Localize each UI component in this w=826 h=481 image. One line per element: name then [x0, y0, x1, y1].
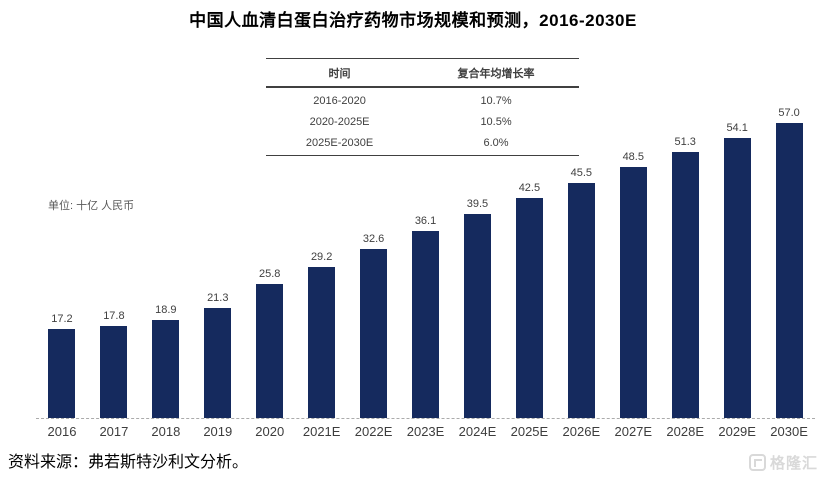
- bar-value-label: 48.5: [622, 151, 644, 163]
- bar-value-label: 17.8: [103, 310, 125, 322]
- x-axis-label: 2024E: [458, 424, 497, 439]
- x-axis-label: 2017: [99, 424, 129, 439]
- bar-column: 32.6: [348, 233, 400, 418]
- bar: [671, 152, 699, 418]
- bar-value-label: 21.3: [207, 292, 229, 304]
- bar: [412, 231, 440, 418]
- cagr-table-row: 2025E-2030E 6.0%: [266, 132, 579, 153]
- cagr-table: 时间 复合年均增长率 2016-2020 10.7% 2020-2025E 10.5%…: [266, 58, 579, 156]
- bar: [463, 214, 491, 418]
- watermark-text: 格隆汇: [769, 455, 818, 472]
- bar-value-label: 36.1: [414, 215, 437, 227]
- bar-value-label: 45.5: [570, 167, 593, 179]
- bar: [100, 326, 128, 418]
- bar-column: 48.5: [607, 151, 659, 418]
- watermark: 格隆汇: [748, 452, 818, 473]
- bar-column: 17.8: [88, 310, 140, 418]
- bar: [619, 167, 647, 418]
- bar: [48, 329, 76, 418]
- x-axis-label: 2029E: [718, 424, 756, 439]
- bar-value-label: 42.5: [518, 182, 541, 194]
- bar: [360, 249, 388, 418]
- bar-column: 51.3: [659, 136, 711, 418]
- bar-column: 21.3: [192, 292, 244, 418]
- x-axis-label: 2019: [203, 424, 233, 439]
- x-axis-label: 2018: [151, 424, 181, 439]
- x-axis-label: 2016: [47, 424, 77, 439]
- cagr-period: 2025E-2030E: [305, 136, 374, 149]
- bar: [308, 267, 336, 418]
- bar-value-label: 29.2: [310, 251, 333, 263]
- x-axis-label: 2021E: [302, 424, 341, 439]
- bar-column: 25.8: [244, 268, 296, 418]
- bar-value-label: 32.6: [362, 233, 385, 245]
- bar-column: 57.0: [763, 107, 815, 418]
- bar: [567, 183, 595, 418]
- bar-column: 39.5: [452, 198, 504, 418]
- x-axis-label: 2027E: [614, 424, 653, 439]
- cagr-table-row: 2020-2025E 10.5%: [266, 111, 579, 132]
- bar: [152, 320, 180, 418]
- x-axis-label: 2028E: [666, 424, 705, 439]
- cagr-header-rate: 复合年均增长率: [457, 67, 535, 80]
- x-axis-label: 2022E: [354, 424, 393, 439]
- bar-value-label: 25.8: [259, 268, 281, 280]
- unit-label: 单位: 十亿 人民币: [48, 200, 135, 212]
- bar-chart: 17.2 17.8 18.9 21.3 25.8 29.2 32.6 36.1 39.5 42.5…: [36, 107, 815, 419]
- bar: [723, 138, 751, 418]
- x-axis-label: 2026E: [562, 424, 601, 439]
- bar-column: 54.1: [711, 122, 763, 418]
- cagr-table-header: 时间 复合年均增长率: [266, 58, 579, 88]
- x-axis-label: 2023E: [406, 424, 445, 439]
- source-note: 资料来源：弗若斯特沙利文分析。: [8, 454, 249, 471]
- bar-value-label: 18.9: [155, 304, 177, 316]
- cagr-rate: 10.7%: [480, 94, 512, 107]
- x-axis-label: 2020: [255, 424, 285, 439]
- bar-value-label: 57.0: [778, 107, 800, 119]
- bar-column: 45.5: [555, 167, 607, 418]
- bar-value-label: 17.2: [51, 313, 73, 325]
- cagr-rate: 6.0%: [483, 136, 509, 149]
- bar: [515, 198, 543, 418]
- x-axis-labels: 2016 2017 2018 2019 2020 2021E 2022E 2023E 2024E…: [36, 424, 815, 439]
- cagr-table-body: 2016-2020 10.7% 2020-2025E 10.5% 2025E-2030E…: [266, 88, 579, 156]
- bar: [775, 123, 803, 418]
- cagr-rate: 10.5%: [480, 115, 512, 128]
- cagr-header-period: 时间: [328, 67, 351, 80]
- x-axis-label: 2025E: [510, 424, 549, 439]
- x-axis-label: 2030E: [770, 424, 808, 439]
- bar-value-label: 54.1: [726, 122, 748, 134]
- bar-column: 18.9: [140, 304, 192, 418]
- bar-column: 17.2: [36, 313, 88, 418]
- cagr-period: 2016-2020: [313, 94, 366, 107]
- bar-value-label: 51.3: [674, 136, 696, 148]
- bar-column: 42.5: [503, 182, 555, 418]
- cagr-table-row: 2016-2020 10.7%: [266, 90, 579, 111]
- bar-column: 36.1: [400, 215, 452, 418]
- bar-column: 29.2: [296, 251, 348, 418]
- bar: [256, 284, 284, 418]
- gelonghui-logo-icon: [748, 454, 766, 471]
- cagr-period: 2020-2025E: [309, 115, 370, 128]
- bar: [204, 308, 232, 418]
- page-title: 中国人血清白蛋白治疗药物市场规模和预测，2016-2030E: [189, 11, 637, 30]
- bar-value-label: 39.5: [466, 198, 489, 210]
